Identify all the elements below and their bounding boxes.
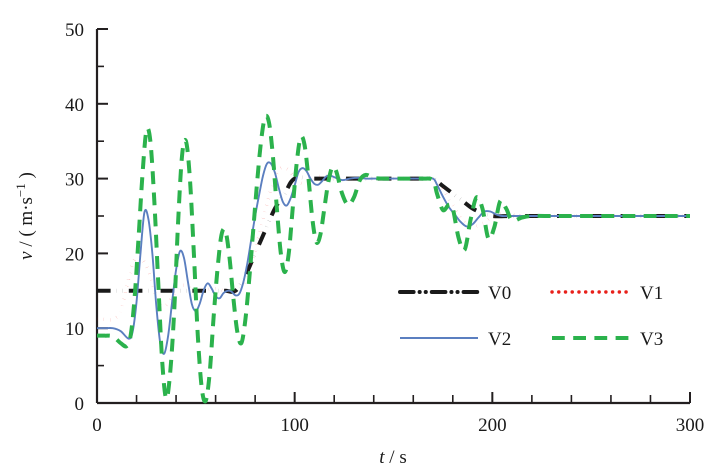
- x-axis-tick-labels: 0 100 200 300: [92, 415, 704, 436]
- chart-legend: V0 V1 V2 V3: [398, 283, 663, 350]
- y-tick-label: 20: [65, 244, 84, 265]
- y-tick-label: 10: [65, 319, 84, 340]
- legend-item-v3: V3: [552, 329, 663, 350]
- legend-label-v2: V2: [488, 329, 511, 350]
- y-tick-label: 0: [75, 394, 85, 415]
- data-series-group: [96, 113, 690, 404]
- legend-item-v2: V2: [400, 329, 511, 350]
- x-axis-title: t / s: [379, 447, 406, 468]
- legend-label-v1: V1: [640, 283, 663, 304]
- y-tick-label: 50: [65, 20, 84, 41]
- x-axis-ticks: [96, 392, 691, 403]
- x-tick-label: 300: [676, 415, 705, 436]
- y-tick-label: 40: [65, 95, 84, 116]
- legend-item-v1: V1: [550, 283, 663, 304]
- x-tick-label: 100: [280, 415, 309, 436]
- y-axis-title: v / ( m·s−1 ): [13, 172, 38, 260]
- y-tick-label: 30: [65, 170, 84, 191]
- x-tick-label: 0: [92, 415, 102, 436]
- legend-item-v0: V0: [398, 283, 511, 304]
- series-line-v2: [97, 161, 690, 355]
- x-axis: 0 100 200 300 t / s: [92, 392, 704, 468]
- y-axis: 0 10 20 30 40 50 v / ( m·s−1 ): [13, 20, 108, 415]
- x-tick-label: 200: [478, 415, 507, 436]
- legend-label-v0: V0: [488, 283, 511, 304]
- y-axis-tick-labels: 0 10 20 30 40 50: [65, 20, 84, 415]
- legend-label-v3: V3: [640, 329, 663, 350]
